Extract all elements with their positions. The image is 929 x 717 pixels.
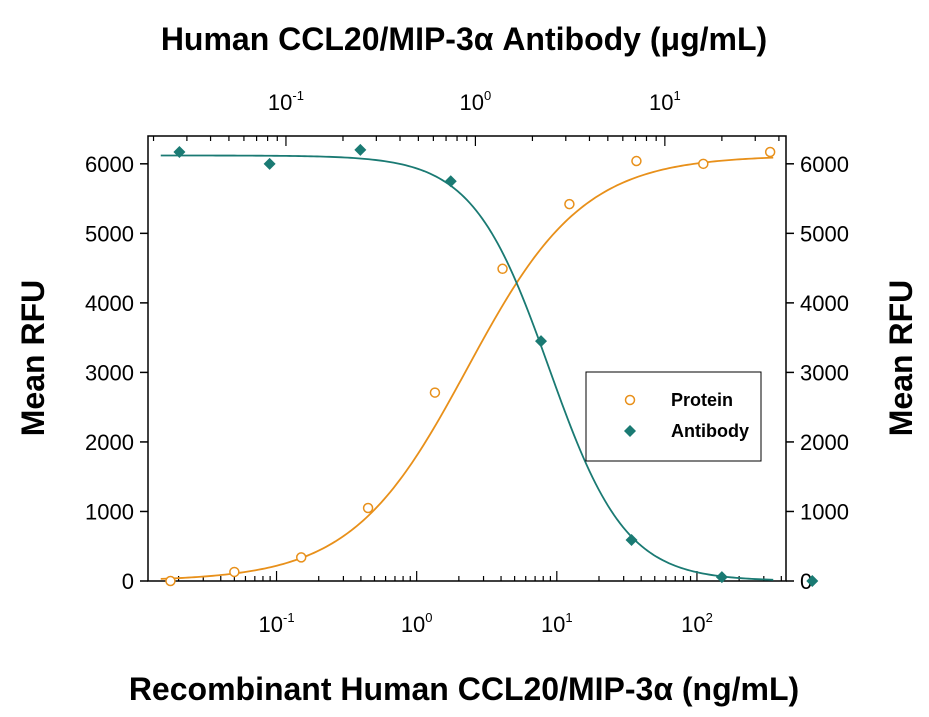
y-tick-label-right: 0 — [800, 569, 812, 594]
y-tick-label-left: 0 — [122, 569, 134, 594]
x-tick-label: 101 — [541, 610, 573, 637]
x-tick-label: 10-1 — [259, 610, 295, 637]
legend-antibody-marker — [624, 425, 636, 437]
x-axis-title: Recombinant Human CCL20/MIP-3α (ng/mL) — [129, 671, 799, 707]
top-x-tick-label: 101 — [649, 88, 681, 115]
y-axis-title-right: Mean RFU — [883, 280, 919, 436]
protein-data-point — [764, 146, 776, 158]
y-tick-label-right: 6000 — [800, 152, 849, 177]
y-tick-label-right: 4000 — [800, 291, 849, 316]
antibody-data-point — [715, 571, 728, 584]
antibody-data-point — [535, 335, 548, 348]
data-points — [165, 143, 819, 587]
protein-data-point — [698, 158, 709, 170]
y-tick-label-left: 5000 — [85, 221, 134, 246]
y-tick-label-left: 6000 — [85, 152, 134, 177]
antibody-fit-curve — [160, 154, 774, 581]
legend-label-antibody: Antibody — [671, 421, 749, 441]
antibody-data-point — [173, 145, 186, 158]
protein-fit-curve — [160, 156, 774, 580]
legend-label-protein: Protein — [671, 390, 733, 410]
y-tick-label-left: 3000 — [85, 360, 134, 385]
antibody-data-point — [263, 157, 276, 170]
y-tick-label-left: 4000 — [85, 291, 134, 316]
y-tick-label-right: 2000 — [800, 430, 849, 455]
y-tick-label-left: 2000 — [85, 430, 134, 455]
antibody-data-point — [806, 575, 819, 587]
protein-data-point — [497, 263, 508, 275]
plot-frame — [147, 135, 787, 582]
x-tick-label: 100 — [401, 610, 433, 637]
protein-data-point — [165, 575, 176, 587]
antibody-data-point — [354, 143, 367, 156]
axis-ticks: 0 0 1000 1000 2000 2000 3000 3000 4000 4000 5000 50… — [85, 88, 849, 637]
protein-data-point — [362, 502, 374, 514]
y-tick-label-right: 1000 — [800, 499, 849, 524]
y-tick-label-right: 3000 — [800, 360, 849, 385]
y-axis-title-left: Mean RFU — [15, 280, 51, 436]
antibody-data-point — [625, 533, 638, 546]
top-x-tick-label: 10-1 — [268, 88, 304, 115]
y-tick-label-right: 5000 — [800, 221, 849, 246]
top-x-tick-label: 100 — [460, 88, 492, 115]
legend: Protein Antibody — [585, 371, 762, 462]
protein-data-point — [564, 198, 575, 210]
protein-data-point — [631, 155, 642, 167]
legend-protein-marker — [624, 394, 636, 406]
protein-data-point — [429, 387, 441, 398]
x-tick-label: 102 — [681, 610, 713, 637]
protein-data-point — [229, 566, 240, 578]
legend-box — [585, 371, 762, 462]
antibody-data-point — [444, 175, 457, 188]
fit-curves — [160, 154, 774, 581]
top-axis-title: Human CCL20/MIP-3α Antibody (μg/mL) — [161, 21, 767, 57]
y-tick-label-left: 1000 — [85, 499, 134, 524]
protein-data-point — [295, 552, 307, 563]
